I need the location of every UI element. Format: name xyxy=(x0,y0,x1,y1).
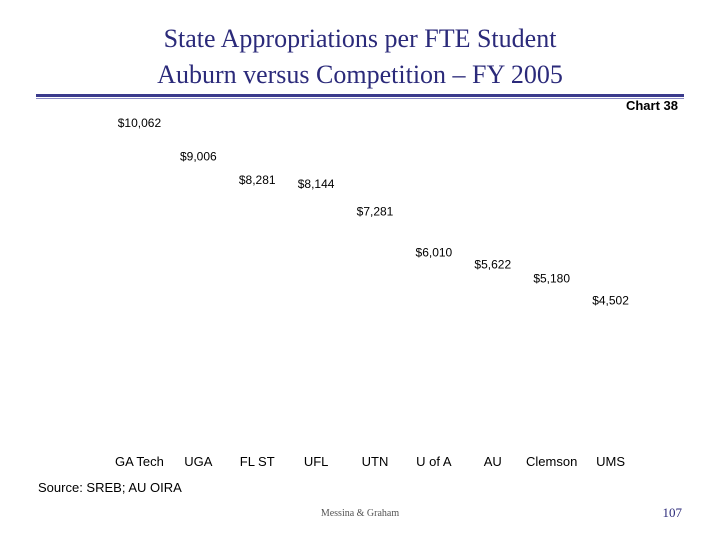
data-label: $8,281 xyxy=(239,173,276,187)
bar-ufl xyxy=(295,194,337,448)
category-label: AU xyxy=(484,454,502,469)
category-label: UTN xyxy=(362,454,389,469)
data-label: $9,006 xyxy=(180,150,217,164)
category-label: Clemson xyxy=(526,454,577,469)
category-label: U of A xyxy=(416,454,452,469)
data-label: $10,062 xyxy=(118,116,162,130)
chart-subtitle: Auburn versus Competition – FY 2005 xyxy=(157,60,563,89)
chart-number: Chart 38 xyxy=(625,98,678,113)
category-label: UFL xyxy=(304,454,329,469)
chart-title: State Appropriations per FTE Student xyxy=(163,24,557,53)
category-label: UGA xyxy=(184,454,213,469)
bar-u-of-a xyxy=(413,262,455,448)
data-label: $7,281 xyxy=(357,205,394,219)
bar-ums xyxy=(589,310,632,448)
category-label: UMS xyxy=(596,454,625,469)
bar-au xyxy=(472,274,514,448)
bar-uga xyxy=(177,166,219,449)
bar-utn xyxy=(354,221,396,448)
page-number: 107 xyxy=(662,505,683,520)
category-label: FL ST xyxy=(240,454,275,469)
source-note: Source: SREB; AU OIRA xyxy=(38,480,182,495)
bar-fl-st xyxy=(236,189,278,449)
bar-clemson xyxy=(531,288,573,448)
data-label: $5,622 xyxy=(474,258,511,272)
data-label: $8,144 xyxy=(298,177,335,191)
bar-ga-tech xyxy=(118,133,161,448)
category-label: GA Tech xyxy=(115,454,164,469)
data-label: $4,502 xyxy=(592,293,629,307)
data-label: $5,180 xyxy=(533,272,570,286)
data-label: $6,010 xyxy=(416,245,453,259)
footer-text: Messina & Graham xyxy=(320,508,400,519)
